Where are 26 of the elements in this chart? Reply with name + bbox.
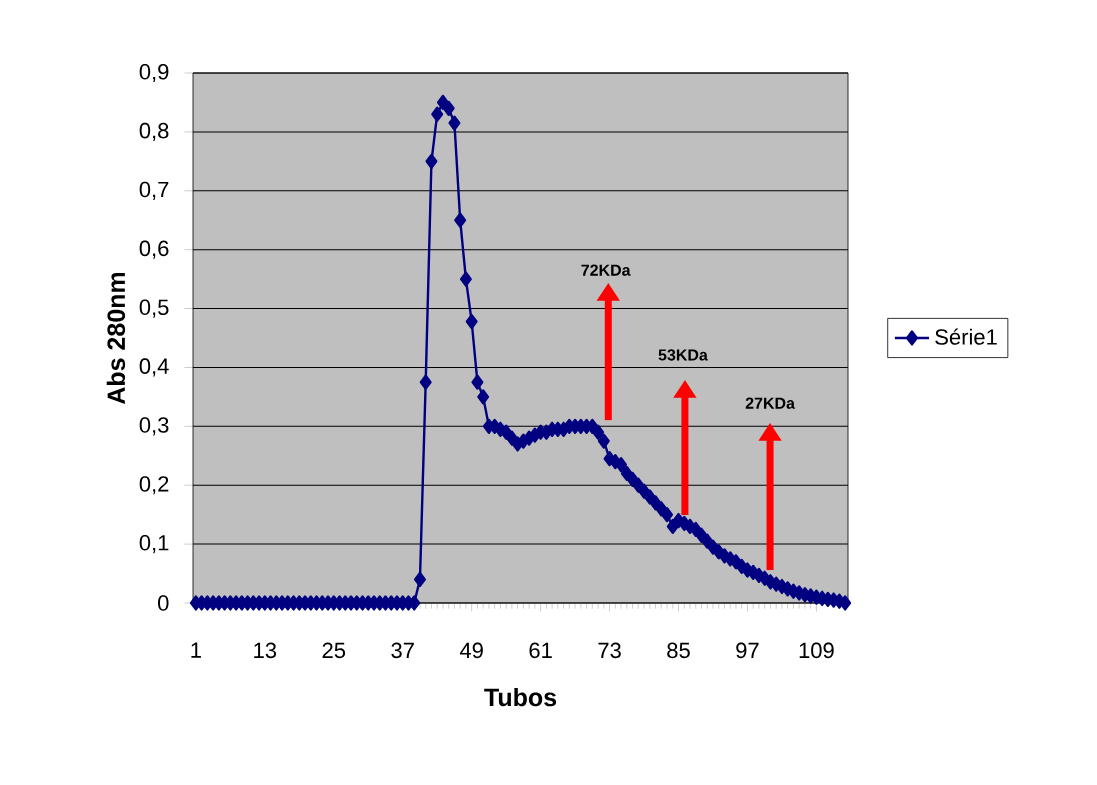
x-tick-label: 49 (459, 642, 483, 659)
x-tick-label: 25 (322, 642, 346, 659)
y-tick-label: 0 (158, 595, 169, 611)
x-tick-label: 109 (799, 642, 834, 659)
x-tick-label: 13 (254, 642, 277, 659)
annotation: 27KDa (745, 397, 796, 409)
x-tick-label: 85 (667, 642, 690, 659)
annotation: 53KDa (658, 349, 708, 361)
y-axis-title: Abs 280nm (106, 272, 126, 405)
y-tick-label: 0,9 (139, 63, 169, 83)
y-tick-label: 0,1 (139, 535, 169, 554)
x-tick-label: 1 (191, 642, 201, 658)
y-tick-label: 0,6 (139, 240, 169, 259)
y-tick-label: 0,7 (139, 181, 169, 200)
y-tick-label: 0,2 (139, 476, 169, 495)
x-tick-label: 37 (391, 642, 414, 659)
y-tick-label: 0,5 (139, 299, 169, 318)
x-tick-label: 73 (598, 642, 621, 659)
x-tick-label: 61 (529, 642, 552, 659)
annotation: 72KDa (581, 264, 631, 276)
legend-label: Série1 (935, 328, 997, 345)
y-tick-label: 0,8 (139, 122, 169, 141)
x-axis-title: Tubos (484, 687, 557, 707)
x-tick-label: 97 (736, 642, 759, 659)
y-tick-label: 0,3 (139, 417, 169, 436)
y-tick-label: 0,4 (139, 358, 169, 377)
